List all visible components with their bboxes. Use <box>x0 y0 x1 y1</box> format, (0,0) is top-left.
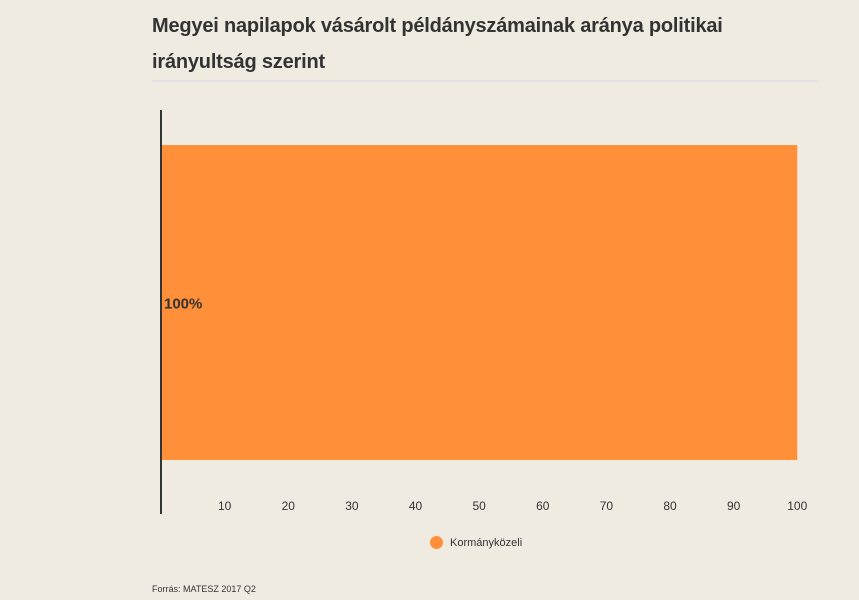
legend-label-kormanykozeli: Kormányközeli <box>450 536 523 549</box>
x-tick-label: 100 <box>787 499 807 513</box>
x-tick-label: 40 <box>409 499 423 513</box>
legend-swatch-kormanykozeli <box>430 536 443 549</box>
chart-title: Megyei napilapok vásárolt példányszámain… <box>152 15 723 73</box>
x-tick-label: 60 <box>536 499 550 513</box>
x-tick-label: 90 <box>727 499 741 513</box>
title-divider <box>152 80 819 82</box>
x-tick-label: 30 <box>345 499 359 513</box>
x-tick-label: 80 <box>663 499 677 513</box>
x-tick-label: 10 <box>218 499 232 513</box>
x-tick-label: 70 <box>600 499 614 513</box>
x-tick-label: 20 <box>282 499 296 513</box>
bar-korm-nyk-zeli[interactable] <box>161 145 798 460</box>
legend[interactable]: Kormányközeli <box>430 536 522 549</box>
source-note: Forrás: MATESZ 2017 Q2 <box>152 584 256 594</box>
x-tick-label: 50 <box>472 499 486 513</box>
bar-value-label: 100% <box>164 296 202 313</box>
